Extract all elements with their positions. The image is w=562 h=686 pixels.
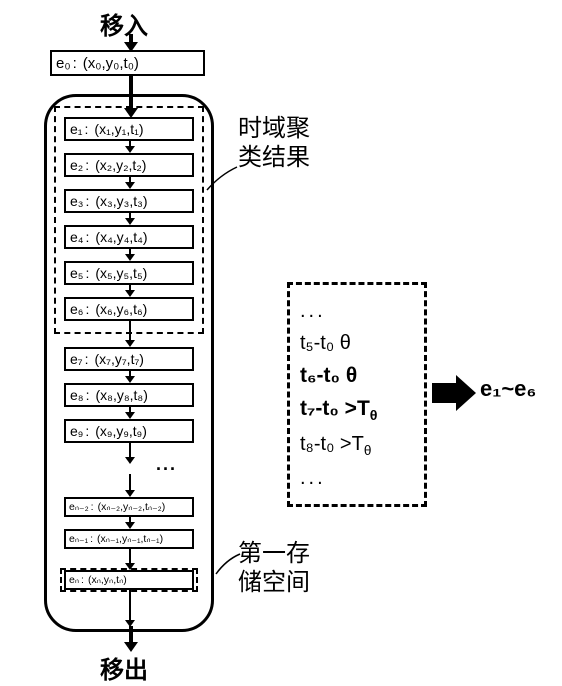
arrow-between-events xyxy=(125,321,135,347)
event-id: e₁ xyxy=(70,121,83,137)
arrow-between-events xyxy=(125,213,135,225)
arrow-en-to-out xyxy=(125,590,135,627)
arrow-between-events xyxy=(125,371,135,383)
event-box: e₄:(x₄,y₄,t₄) xyxy=(64,225,194,249)
event-tuple: (x₈,y₈,t₈) xyxy=(95,387,147,403)
event-id: e₈ xyxy=(70,387,84,403)
event-e0-box: e₀ : (x₀,y₀,t₀) xyxy=(50,50,205,76)
inequality-line: t₅-t₀ θ xyxy=(300,327,414,359)
arrow-ellipsis-to-tail xyxy=(125,474,135,497)
event-id: e₇ xyxy=(70,351,83,367)
event-box: e₂:(x₂,y₂,t₂) xyxy=(64,153,194,177)
cluster-result-line2: 类结果 xyxy=(238,144,310,173)
event-tuple: (x₆,y₆,t₆) xyxy=(95,301,147,317)
event-tuple: (x₉,y₉,t₉) xyxy=(95,423,147,439)
event-id: e₃ xyxy=(70,193,84,209)
colon: : xyxy=(73,55,77,72)
event-tuple: (x₄,y₄,t₄) xyxy=(95,229,147,245)
cluster-result-line1: 时域聚 xyxy=(238,115,310,144)
storage-label: 第一存 储空间 xyxy=(238,540,310,598)
leader-storage xyxy=(214,552,242,582)
event-box: e₉:(x₉,y₉,t₉) xyxy=(64,419,194,443)
event-box: e₁:(x₁,y₁,t₁) xyxy=(64,117,194,141)
event-box: e₇:(x₇,y₇,t₇) xyxy=(64,347,194,371)
ellipsis-mid: ... xyxy=(156,454,177,475)
event-box: e₈:(x₈,y₈,t₈) xyxy=(64,383,194,407)
arrow-between-events xyxy=(125,141,135,153)
arrow-e9-to-ellipsis xyxy=(125,443,135,464)
leader-cluster xyxy=(205,165,239,195)
event-box: e₃:(x₃,y₃,t₃) xyxy=(64,189,194,213)
arrow-between-events xyxy=(125,177,135,189)
event-box: e₅:(x₅,y₅,t₅) xyxy=(64,261,194,285)
storage-line1: 第一存 xyxy=(238,540,310,569)
event-box: e₆:(x₆,y₆,t₆) xyxy=(64,297,194,321)
arrow-between-events xyxy=(125,407,135,419)
event-en-dashed xyxy=(60,568,198,592)
inequality-line: t₆-t₀ θ xyxy=(300,359,414,393)
big-right-arrow xyxy=(432,375,476,411)
storage-line2: 储空间 xyxy=(238,569,310,598)
event-id: e₉ xyxy=(70,423,83,439)
inequality-line: t₇-t₀ >Tθ xyxy=(300,392,414,428)
event-id: eₙ₋₂ xyxy=(69,501,89,513)
event-tuple: (x₇,y₇,t₇) xyxy=(95,351,144,367)
move-out-label: 移出 xyxy=(100,650,148,685)
arrow-out xyxy=(124,626,138,652)
ineq-dots-top: ... xyxy=(300,295,414,327)
event-tuple: (xₙ₋₁,yₙ₋₁,tₙ₋₁) xyxy=(97,533,163,545)
arrow-tail xyxy=(125,549,135,570)
event-e0-id: e₀ xyxy=(56,55,71,72)
event-id: e₄ xyxy=(70,229,84,245)
arrow-between-events xyxy=(125,285,135,297)
arrow-tail xyxy=(125,517,135,529)
arrow-between-events xyxy=(125,249,135,261)
inequality-line: t₈-t₀ >Tθ xyxy=(300,428,414,462)
inequality-box: ... t₅-t₀ θt₆-t₀ θt₇-t₀ >Tθt₈-t₀ >Tθ ... xyxy=(287,282,427,507)
event-tuple: (xₙ₋₂,yₙ₋₂,tₙ₋₂) xyxy=(98,501,166,513)
event-tuple: (x₃,y₃,t₃) xyxy=(95,193,147,209)
ineq-dots-bot: ... xyxy=(300,462,414,494)
event-id: e₂ xyxy=(70,157,83,173)
event-tuple: (x₂,y₂,t₂) xyxy=(95,157,146,173)
event-box-tail: eₙ₋₁:(xₙ₋₁,yₙ₋₁,tₙ₋₁) xyxy=(64,529,194,549)
cluster-result-label: 时域聚 类结果 xyxy=(238,115,310,173)
event-tuple: (x₁,y₁,t₁) xyxy=(94,121,143,137)
event-id: eₙ₋₁ xyxy=(69,533,88,545)
event-id: e₅ xyxy=(70,265,83,281)
event-tuple: (x₅,y₅,t₅) xyxy=(95,265,147,281)
event-id: e₆ xyxy=(70,301,83,317)
event-box-tail: eₙ₋₂:(xₙ₋₂,yₙ₋₂,tₙ₋₂) xyxy=(64,497,194,517)
event-e0-tuple: (x₀,y₀,t₀) xyxy=(83,55,139,72)
result-range-label: e₁~e₆ xyxy=(480,376,536,402)
